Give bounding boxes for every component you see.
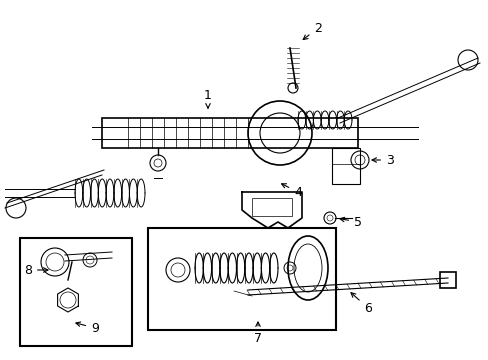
Text: 3: 3 — [371, 153, 393, 166]
Text: 8: 8 — [24, 264, 48, 276]
Bar — [331, 148, 359, 184]
Text: 5: 5 — [339, 216, 361, 229]
Text: 2: 2 — [303, 22, 321, 40]
Bar — [439, 272, 455, 288]
Bar — [251, 198, 291, 216]
Bar — [20, 238, 132, 346]
Text: 7: 7 — [253, 322, 262, 345]
Bar — [148, 228, 335, 330]
Text: 1: 1 — [203, 89, 211, 108]
Text: 6: 6 — [350, 293, 371, 315]
Text: 4: 4 — [281, 184, 301, 198]
Bar — [102, 118, 357, 148]
Text: 9: 9 — [76, 321, 99, 334]
